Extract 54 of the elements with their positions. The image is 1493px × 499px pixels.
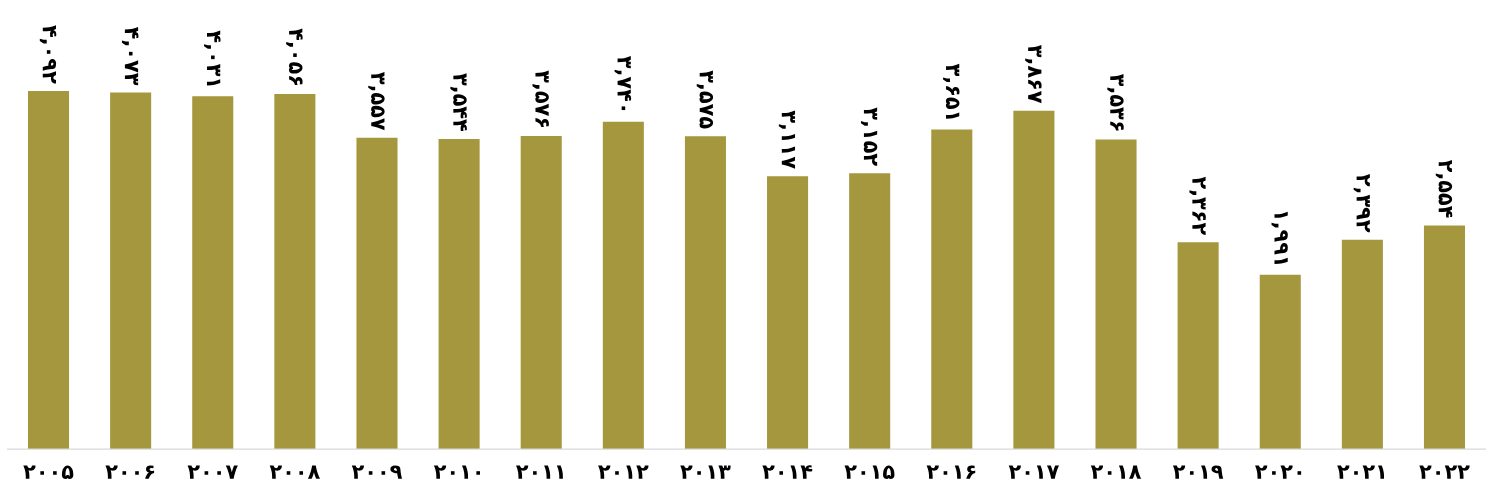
data-label: ۲,۳۹۲: [1353, 174, 1370, 233]
x-tick-label: ۲۰۰۹: [351, 465, 402, 479]
x-tick-label: ۲۰۱۲: [598, 465, 649, 479]
x-tick-label: ۲۰۲۱: [1337, 465, 1385, 479]
bar: [1095, 139, 1137, 450]
x-tick-label: ۲۰۱۱: [516, 465, 563, 479]
bar: [1341, 239, 1383, 450]
bar: [520, 136, 562, 450]
x-tick-label: ۲۰۱۰: [433, 465, 480, 479]
bar: [931, 129, 973, 450]
bar: [1259, 274, 1301, 450]
data-label: ۳,۱۱۷: [778, 110, 796, 169]
bar: [27, 90, 70, 450]
x-tick-label: ۲۰۱۵: [844, 465, 895, 479]
x-tick-label: ۲۰۰۶: [105, 465, 155, 479]
x-tick-label: ۲۰۱۶: [926, 465, 976, 479]
x-tick-label: ۲۰۲۲: [1419, 465, 1470, 479]
x-tick-label: ۲۰۱۹: [1172, 465, 1224, 479]
x-tick-label: ۲۰۰۵: [23, 465, 74, 479]
x-tick-label: ۲۰۱۳: [680, 465, 731, 479]
bar: [767, 176, 809, 450]
data-label: ۴,۰۹۲: [39, 25, 57, 84]
bar: [1013, 110, 1055, 450]
x-tick-label: ۲۰۱۴: [762, 465, 813, 479]
data-label: ۳,۵۷۶: [532, 70, 549, 127]
data-label: ۴,۰۳۱: [204, 30, 221, 86]
data-label: ۳,۸۶۷: [1025, 44, 1042, 104]
bar: [1423, 225, 1466, 450]
bar: [602, 121, 644, 450]
bar: [110, 92, 152, 450]
data-label: ۳,۵۵۷: [368, 72, 385, 131]
data-label: ۳,۶۵۱: [943, 63, 960, 119]
bar: [274, 94, 316, 450]
x-tick-label: ۲۰۱۷: [1008, 465, 1060, 479]
data-label: ۳,۵۴۴: [450, 73, 467, 131]
x-tick-label: ۲۰۰۸: [269, 465, 320, 479]
bar: [356, 137, 398, 450]
x-tick-label: ۲۰۲۰: [1255, 465, 1302, 479]
data-label: ۴,۰۵۶: [286, 28, 303, 85]
bar: [438, 138, 480, 450]
data-label: ۲,۳۶۲: [1189, 176, 1206, 235]
data-label: ۳,۷۴۰: [614, 56, 632, 111]
x-tick-label: ۲۰۰۷: [187, 465, 238, 479]
bar: [849, 173, 891, 450]
data-label: ۲,۵۵۴: [1435, 159, 1453, 218]
bar: [684, 136, 726, 450]
data-label: ۴,۰۷۳: [121, 26, 139, 86]
data-label: ۱,۹۹۱: [1271, 211, 1288, 264]
bar: [1177, 242, 1219, 450]
data-label: ۳,۵۷۵: [696, 70, 714, 129]
data-label: ۳,۱۵۲: [860, 107, 878, 166]
bar: [192, 96, 234, 450]
x-tick-label: ۲۰۱۸: [1090, 465, 1142, 479]
data-label: ۳,۵۳۶: [1107, 73, 1124, 131]
